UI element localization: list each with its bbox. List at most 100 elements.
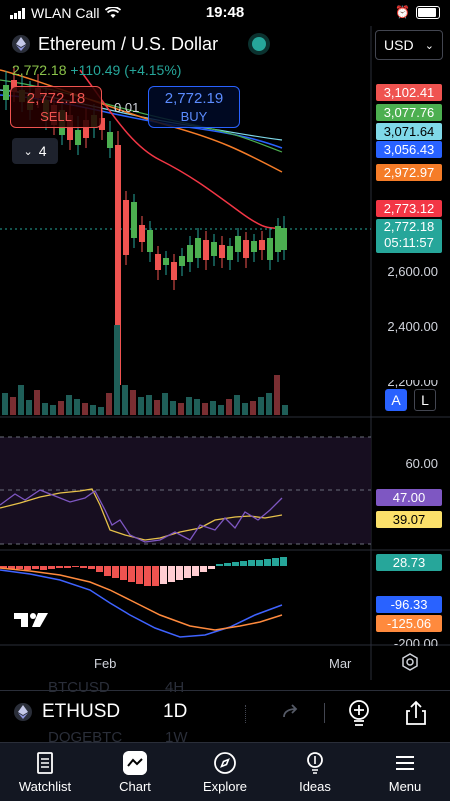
candle-body (171, 262, 177, 280)
macd-hist-bar (152, 566, 159, 586)
rsi-value-tag: 47.00 (376, 489, 442, 506)
share-icon (406, 700, 426, 725)
rsi-line (0, 489, 283, 543)
carrier-label: WLAN Call (31, 5, 100, 21)
symbol-title[interactable]: Ethereum / U.S. Dollar (12, 32, 218, 56)
undo-button[interactable] (280, 701, 302, 728)
tab-label: Ideas (299, 778, 331, 794)
ethereum-icon (14, 703, 32, 721)
volume-bar (266, 393, 272, 415)
tab-watchlist[interactable]: Watchlist (0, 743, 90, 801)
chart-canvas[interactable] (0, 0, 450, 680)
add-indicator-button[interactable] (346, 699, 372, 732)
symbol-selector[interactable]: ETHUSD (14, 701, 120, 723)
volume-bar (242, 403, 248, 415)
time-axis-label: Mar (329, 656, 352, 671)
tab-explore[interactable]: Explore (180, 743, 270, 801)
candle-body (259, 240, 265, 250)
macd-hist-bar (112, 566, 119, 578)
candle-body (3, 85, 9, 100)
volume-bar (218, 405, 224, 415)
sell-button[interactable]: 2,772.18 SELL (10, 86, 102, 128)
log-scale-button[interactable]: L (414, 389, 436, 411)
chevron-down-icon: ⌄ (23, 145, 33, 158)
ghost-symbol: BTCUSD (48, 679, 110, 696)
candle-body (251, 241, 257, 252)
indicator-count: 4 (38, 143, 47, 159)
tab-chart[interactable]: Chart (90, 743, 180, 801)
macd-hist-bar (232, 562, 239, 566)
price-axis-label: 2,400.00 (387, 319, 438, 334)
volume-bar (146, 395, 152, 415)
macd-hist-bar (40, 566, 47, 570)
macd-hist-bar (32, 566, 39, 569)
spread-value: 0.01 (114, 100, 140, 115)
volume-bar (10, 397, 16, 415)
volume-bar (114, 325, 120, 415)
watchlist-icon (37, 751, 53, 774)
buy-button[interactable]: 2,772.19 BUY (148, 86, 240, 128)
macd-hist-bar (224, 563, 231, 566)
macd-hist-tag: 28.73 (376, 554, 442, 571)
macd-hist-bar (0, 566, 7, 568)
sell-label: SELL (40, 109, 72, 124)
share-button[interactable] (404, 699, 428, 732)
gear-icon (402, 653, 418, 671)
currency-value: USD (384, 37, 414, 53)
current-price-tag: 2,772.18 05:11:57 (376, 219, 442, 253)
buy-price: 2,772.19 (164, 90, 224, 107)
volume-bar (274, 375, 280, 415)
ohlc-change: +110.49 (+4.15%) (70, 62, 182, 78)
alarm-icon: ⏰ (395, 5, 410, 19)
indicator-plus-icon (349, 700, 369, 726)
market-open-indicator (252, 37, 266, 51)
candle-countdown: 05:11:57 (384, 235, 434, 250)
tab-ideas[interactable]: Ideas (270, 743, 360, 801)
macd-hist-bar (72, 566, 79, 567)
volume-bar (194, 399, 200, 415)
volume-bars (2, 325, 288, 415)
volume-bar (226, 399, 232, 415)
interval-selector[interactable]: 1D (163, 701, 188, 722)
bulb-icon (307, 751, 323, 774)
battery-icon (416, 5, 440, 19)
volume-bar (50, 405, 56, 415)
compass-icon (214, 751, 236, 774)
symbol-toolbar: BTCUSD 4H DOGEBTC 1W ETHUSD 1D (0, 679, 450, 746)
macd-hist-bar (64, 566, 71, 568)
macd-line (0, 569, 283, 638)
volume-bar (2, 393, 8, 415)
macd-hist-bar (168, 566, 175, 582)
macd-hist-bar (240, 561, 247, 566)
macd-hist-bar (272, 558, 279, 566)
macd-hist-bar (264, 559, 271, 566)
currency-select[interactable]: USD ⌄ (375, 30, 443, 60)
candle-body (107, 132, 113, 148)
symbol-title-text: Ethereum / U.S. Dollar (38, 33, 219, 54)
menu-icon (396, 755, 414, 770)
volume-bar (186, 397, 192, 415)
macd-hist-bar (48, 566, 55, 569)
divider (245, 705, 247, 723)
volume-bar (258, 397, 264, 415)
chart-settings-button[interactable] (400, 652, 420, 677)
volume-bar (82, 403, 88, 415)
volume-bar (18, 385, 24, 415)
volume-bar (170, 401, 176, 415)
candle-body (211, 242, 217, 256)
macd-hist-bar (24, 566, 31, 570)
indicators-collapse-button[interactable]: ⌄ 4 (12, 138, 58, 164)
candle-body (83, 120, 89, 138)
macd-hist-bar (248, 560, 255, 566)
price-axis-label: 2,600.00 (387, 264, 438, 279)
time-axis-label: Feb (94, 656, 117, 671)
status-bar: WLAN Call 19:48 ⏰ (0, 0, 450, 26)
macd-hist-bar (184, 566, 191, 578)
ethereum-icon (12, 35, 30, 53)
tab-menu[interactable]: Menu (360, 743, 450, 801)
candle-body (155, 254, 161, 270)
candle-body (179, 256, 185, 266)
tradingview-logo-icon (14, 613, 48, 627)
volume-bar (74, 399, 80, 415)
auto-scale-button[interactable]: A (385, 389, 407, 411)
